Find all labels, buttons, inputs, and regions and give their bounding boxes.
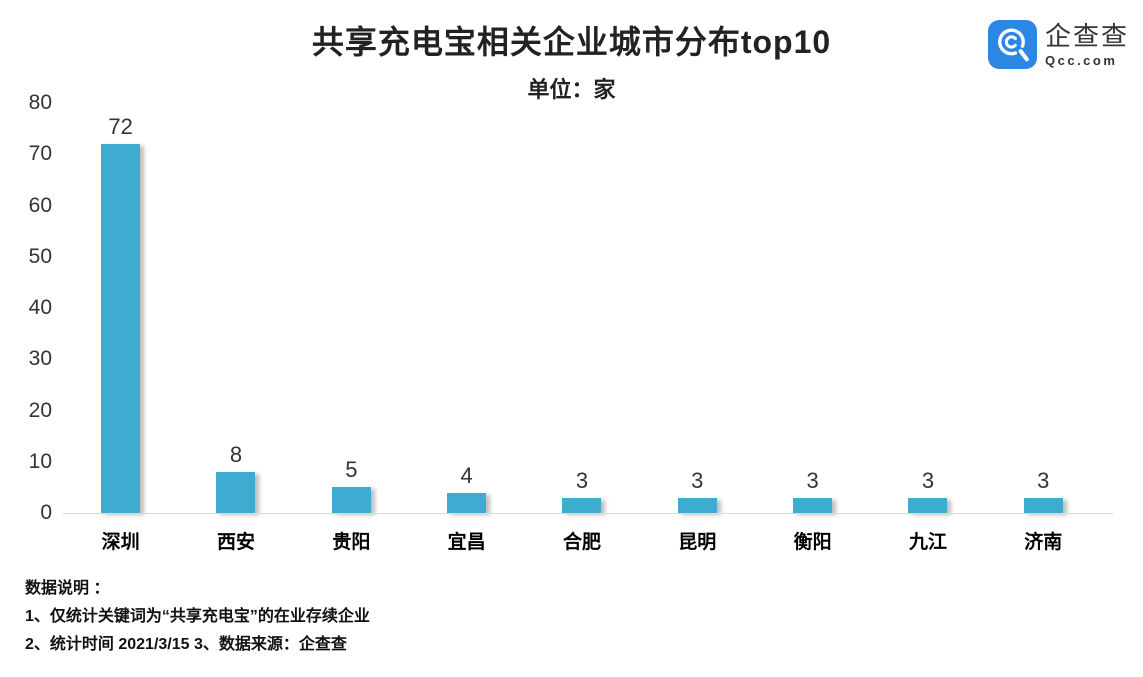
bar <box>331 487 371 513</box>
bar-value-label: 72 <box>108 114 133 139</box>
x-axis-label: 深圳 <box>101 532 140 553</box>
qcc-logo-text: 企查查 Qcc.com <box>1045 22 1129 68</box>
data-notes: 数据说明 ： 1、仅统计关键词为“共享充电宝”的在业存续企业 2、统计时间 20… <box>25 575 370 659</box>
bar-column: 3 <box>986 103 1101 513</box>
qcc-logo: 企查查 Qcc.com <box>988 20 1129 69</box>
bar-value-label: 3 <box>575 467 589 493</box>
y-axis: 0 10 20 30 40 50 60 70 80 <box>0 0 52 677</box>
bar-value-label: 3 <box>921 467 935 493</box>
y-axis-tick: 50 <box>28 244 52 268</box>
notes-heading: 数据说明 ： <box>25 580 110 597</box>
bar-column: 72 <box>63 103 178 513</box>
x-axis-label: 合肥 <box>562 532 601 553</box>
bar-value-label: 4 <box>460 462 473 488</box>
bar <box>101 144 141 513</box>
qcc-logo-domain: Qcc.com <box>1045 52 1118 68</box>
bar-value-label: 5 <box>345 457 358 483</box>
qcc-logo-icon <box>988 20 1037 69</box>
y-axis-tick: 40 <box>28 296 52 319</box>
bar-column: 8 <box>178 103 293 513</box>
chart-subtitle: 单位：家 <box>527 77 616 102</box>
y-axis-tick: 20 <box>28 398 52 422</box>
y-axis-tick: 30 <box>28 347 52 371</box>
bar-column: 4 <box>409 103 524 513</box>
y-axis-tick: 60 <box>28 193 52 217</box>
plot-area: 72 8 5 4 3 3 3 3 3 <box>63 103 1101 513</box>
x-axis-label: 贵阳 <box>332 532 371 553</box>
y-axis-tick: 70 <box>28 142 52 166</box>
bar-column: 3 <box>524 103 639 513</box>
bar-column: 3 <box>870 103 985 513</box>
x-axis-label: 九江 <box>908 532 947 553</box>
x-axis-label: 宜昌 <box>447 532 486 553</box>
x-axis: 深圳 西安 贵阳 宜昌 合肥 昆明 衡阳 九江 济南 <box>63 527 1101 554</box>
notes-line-2: 2、统计时间 2021/3/15 3、数据来源：企查查 <box>25 636 347 653</box>
y-axis-tick: 10 <box>28 449 52 473</box>
bar <box>562 497 602 513</box>
x-axis-label: 济南 <box>1024 532 1063 553</box>
y-axis-tick: 0 <box>40 501 52 524</box>
bar <box>677 497 717 513</box>
bar-value-label: 3 <box>806 467 819 493</box>
bar <box>216 472 256 513</box>
bar-column: 3 <box>755 103 870 513</box>
x-axis-label: 昆明 <box>678 532 717 553</box>
bar-column: 5 <box>294 103 409 513</box>
bar-value-label: 3 <box>1037 467 1050 493</box>
bar <box>447 492 487 513</box>
x-axis-label: 衡阳 <box>793 532 832 553</box>
bar <box>793 497 833 513</box>
y-axis-tick: 80 <box>28 91 52 114</box>
x-axis-line <box>63 513 1113 514</box>
bar <box>1023 497 1063 513</box>
bar-value-label: 8 <box>229 442 243 467</box>
x-axis-label: 西安 <box>216 532 255 553</box>
bar-value-label: 3 <box>691 467 704 493</box>
bar-column: 3 <box>640 103 755 513</box>
qcc-logo-name: 企查查 <box>1045 20 1130 51</box>
page-title: 共享充电宝相关企业城市分布top10 <box>311 24 832 60</box>
notes-line-1: 1、仅统计关键词为“共享充电宝”的在业存续企业 <box>25 608 370 625</box>
bar <box>908 497 948 513</box>
